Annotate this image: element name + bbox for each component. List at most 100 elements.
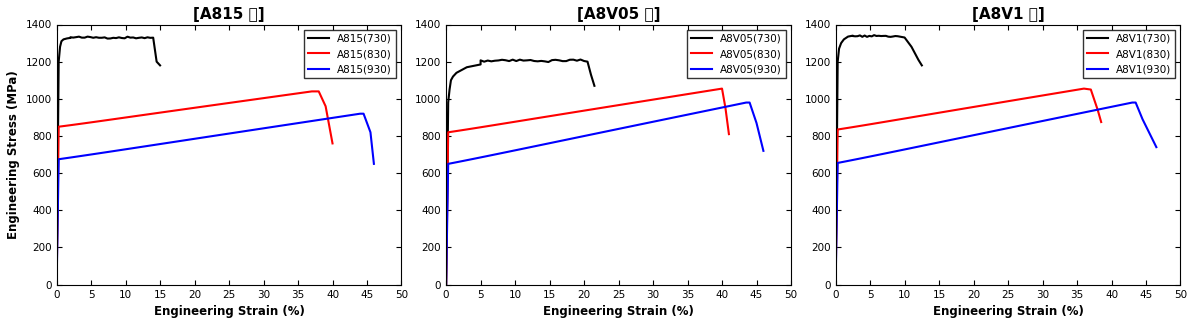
A815(730) — [94, 36, 109, 40]
A8V05(730) — [534, 59, 548, 63]
A8V05(830) — [652, 97, 666, 100]
A8V1(830) — [829, 283, 843, 287]
Line: A815(730): A815(730) — [56, 37, 160, 285]
A815(730) — [117, 36, 131, 40]
A8V05(730) — [573, 58, 587, 61]
A815(830) — [312, 89, 326, 93]
A815(930) — [277, 123, 291, 127]
A8V1(730) — [832, 47, 847, 51]
A8V05(830) — [577, 109, 591, 113]
A8V05(730) — [441, 146, 455, 150]
A8V1(730) — [911, 58, 925, 62]
A8V05(730) — [505, 58, 519, 62]
A815(730) — [129, 36, 143, 40]
A8V05(730) — [474, 62, 488, 66]
A8V05(930) — [750, 121, 764, 125]
Line: A8V05(730): A8V05(730) — [447, 59, 595, 285]
A815(730) — [109, 36, 123, 40]
A8V1(730) — [867, 33, 881, 37]
A8V1(830) — [1071, 88, 1085, 92]
Line: A8V1(830): A8V1(830) — [836, 89, 1101, 285]
Y-axis label: Engineering Stress (MPa): Engineering Stress (MPa) — [7, 70, 20, 239]
A815(930) — [51, 157, 66, 161]
A8V05(730) — [460, 65, 474, 69]
A8V05(730) — [474, 58, 488, 62]
A8V05(730) — [530, 59, 544, 63]
A8V05(930) — [743, 101, 757, 105]
A8V1(730) — [879, 34, 893, 38]
A815(730) — [56, 37, 70, 41]
A815(730) — [86, 36, 100, 40]
A8V05(730) — [552, 58, 566, 62]
A8V1(930) — [1128, 101, 1143, 105]
A8V1(830) — [1077, 87, 1091, 91]
A815(730) — [121, 35, 135, 39]
A815(930) — [356, 112, 370, 116]
A8V05(730) — [577, 59, 591, 63]
A8V05(730) — [516, 58, 530, 62]
A8V1(830) — [905, 115, 919, 119]
A815(730) — [106, 36, 121, 40]
A8V05(730) — [580, 60, 595, 64]
A815(730) — [72, 35, 86, 39]
A8V05(930) — [571, 136, 585, 139]
A8V05(730) — [584, 73, 598, 77]
A8V1(730) — [845, 34, 860, 38]
A8V05(930) — [478, 155, 492, 159]
A8V1(830) — [955, 107, 970, 111]
Line: A8V1(730): A8V1(730) — [836, 35, 922, 285]
A8V05(930) — [756, 149, 770, 153]
A8V05(830) — [721, 132, 736, 136]
A8V1(930) — [1135, 117, 1150, 121]
A8V05(830) — [441, 130, 455, 134]
X-axis label: Engineering Strain (%): Engineering Strain (%) — [154, 305, 304, 318]
A8V1(730) — [860, 35, 874, 39]
A8V1(730) — [869, 34, 884, 38]
A8V05(930) — [439, 283, 454, 287]
A8V1(830) — [868, 122, 882, 125]
A8V05(730) — [487, 59, 501, 63]
A8V05(730) — [491, 58, 505, 62]
A8V05(730) — [443, 87, 457, 91]
A815(730) — [51, 60, 66, 64]
A815(830) — [325, 141, 339, 145]
A8V1(730) — [855, 35, 869, 39]
A8V05(730) — [544, 58, 559, 62]
A8V1(730) — [841, 35, 855, 39]
A8V1(830) — [903, 116, 917, 120]
A8V05(830) — [715, 87, 730, 91]
A8V05(730) — [484, 59, 498, 63]
A8V1(930) — [831, 161, 845, 165]
A8V1(730) — [884, 35, 898, 39]
A8V05(730) — [444, 78, 458, 82]
A8V1(730) — [830, 115, 844, 119]
A8V05(730) — [439, 283, 454, 287]
A815(730) — [153, 63, 167, 67]
A8V1(730) — [829, 227, 843, 231]
A8V1(730) — [872, 34, 886, 38]
A815(730) — [103, 36, 117, 40]
A815(730) — [78, 36, 92, 40]
A8V1(730) — [850, 34, 864, 38]
Line: A8V05(830): A8V05(830) — [447, 89, 728, 285]
A8V05(730) — [445, 74, 460, 78]
A815(830) — [125, 115, 140, 119]
A815(830) — [179, 107, 193, 111]
A815(730) — [51, 115, 66, 119]
A8V1(930) — [829, 283, 843, 287]
A8V05(730) — [566, 58, 580, 62]
Legend: A815(730), A815(830), A815(930): A815(730), A815(830), A815(930) — [304, 30, 396, 78]
A815(730) — [131, 36, 146, 40]
A8V05(730) — [548, 58, 562, 62]
Title: [A8V05 강]: [A8V05 강] — [577, 7, 660, 22]
A8V1(730) — [904, 45, 918, 49]
A8V05(730) — [527, 59, 541, 63]
A8V1(730) — [898, 35, 912, 39]
A8V1(930) — [959, 135, 973, 139]
A8V1(730) — [837, 37, 851, 41]
A815(730) — [60, 36, 74, 40]
Line: A815(830): A815(830) — [56, 91, 332, 285]
A815(730) — [50, 171, 64, 175]
A8V05(830) — [562, 111, 577, 115]
A815(930) — [363, 130, 377, 134]
